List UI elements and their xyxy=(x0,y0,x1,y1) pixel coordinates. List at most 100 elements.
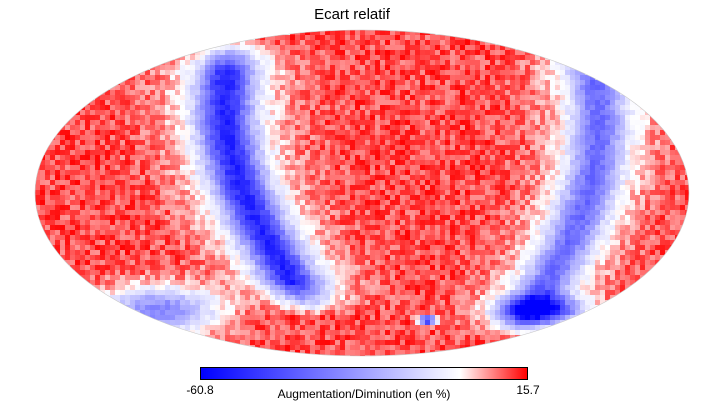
map-cell xyxy=(280,145,286,151)
map-cell xyxy=(305,45,311,51)
map-cell xyxy=(590,220,596,226)
map-cell xyxy=(310,245,316,251)
map-cell xyxy=(285,60,291,66)
map-cell xyxy=(355,195,361,201)
map-cell xyxy=(270,70,276,76)
map-cell xyxy=(430,165,436,171)
map-cell xyxy=(445,40,451,46)
map-cell xyxy=(110,165,116,171)
map-cell xyxy=(355,225,361,231)
map-cell xyxy=(385,85,391,91)
map-cell xyxy=(150,80,156,86)
map-cell xyxy=(255,85,261,91)
map-cell xyxy=(450,125,456,131)
map-cell xyxy=(440,230,446,236)
map-cell xyxy=(155,180,161,186)
map-cell xyxy=(285,145,291,151)
map-cell xyxy=(250,155,256,161)
map-cell xyxy=(470,170,476,176)
map-cell xyxy=(630,250,636,256)
map-cell xyxy=(355,190,361,196)
map-cell xyxy=(480,85,486,91)
map-cell xyxy=(460,180,466,186)
map-cell xyxy=(270,220,276,226)
map-cell xyxy=(610,225,616,231)
map-cell xyxy=(420,180,426,186)
map-cell xyxy=(555,85,561,91)
map-cell xyxy=(565,65,571,71)
map-cell xyxy=(340,135,346,141)
map-cell xyxy=(280,165,286,171)
map-cell xyxy=(560,80,566,86)
map-cell xyxy=(655,245,661,251)
map-cell xyxy=(255,130,261,136)
map-cell xyxy=(340,150,346,156)
map-cell xyxy=(205,210,211,216)
map-cell xyxy=(615,135,621,141)
map-cell xyxy=(455,150,461,156)
map-cell xyxy=(580,115,586,121)
map-cell xyxy=(610,105,616,111)
map-cell xyxy=(170,100,176,106)
map-cell xyxy=(500,145,506,151)
map-cell xyxy=(225,95,231,101)
map-cell xyxy=(400,90,406,96)
map-cell xyxy=(575,80,581,86)
map-cell xyxy=(360,40,366,46)
map-cell xyxy=(160,80,166,86)
map-cell xyxy=(570,90,576,96)
map-cell xyxy=(365,35,371,41)
map-cell xyxy=(275,90,281,96)
map-cell xyxy=(445,235,451,241)
map-cell xyxy=(370,35,376,41)
map-cell xyxy=(515,140,521,146)
map-cell xyxy=(135,190,141,196)
map-cell xyxy=(525,85,531,91)
map-cell xyxy=(440,210,446,216)
map-cell xyxy=(360,150,366,156)
map-cell xyxy=(70,220,76,226)
map-cell xyxy=(175,115,181,121)
map-cell xyxy=(615,235,621,241)
map-cell xyxy=(430,155,436,161)
map-cell xyxy=(190,215,196,221)
map-cell xyxy=(75,210,81,216)
map-cell xyxy=(460,130,466,136)
map-cell xyxy=(185,245,191,251)
map-cell xyxy=(435,105,441,111)
map-cell xyxy=(355,75,361,81)
map-cell xyxy=(275,60,281,66)
map-cell xyxy=(270,180,276,186)
map-cell xyxy=(340,235,346,241)
map-cell xyxy=(220,220,226,226)
map-cell xyxy=(595,105,601,111)
map-cell xyxy=(80,135,86,141)
map-cell xyxy=(570,210,576,216)
map-cell xyxy=(205,105,211,111)
map-cell xyxy=(165,65,171,71)
map-cell xyxy=(505,165,511,171)
map-cell xyxy=(155,220,161,226)
map-cell xyxy=(155,160,161,166)
map-cell xyxy=(495,45,501,51)
map-cell xyxy=(165,185,171,191)
map-cell xyxy=(485,120,491,126)
map-cell xyxy=(115,190,121,196)
map-cell xyxy=(270,80,276,86)
map-cell xyxy=(315,175,321,181)
map-cell xyxy=(65,195,71,201)
map-cell xyxy=(350,65,356,71)
map-cell xyxy=(445,45,451,51)
map-cell xyxy=(545,215,551,221)
map-cell xyxy=(270,165,276,171)
map-cell xyxy=(315,140,321,146)
map-cell xyxy=(555,155,561,161)
map-cell xyxy=(165,225,171,231)
map-cell xyxy=(640,135,646,141)
map-cell xyxy=(255,105,261,111)
map-cell xyxy=(445,175,451,181)
map-cell xyxy=(415,180,421,186)
map-cell xyxy=(470,120,476,126)
map-cell xyxy=(350,85,356,91)
map-cell xyxy=(150,240,156,246)
